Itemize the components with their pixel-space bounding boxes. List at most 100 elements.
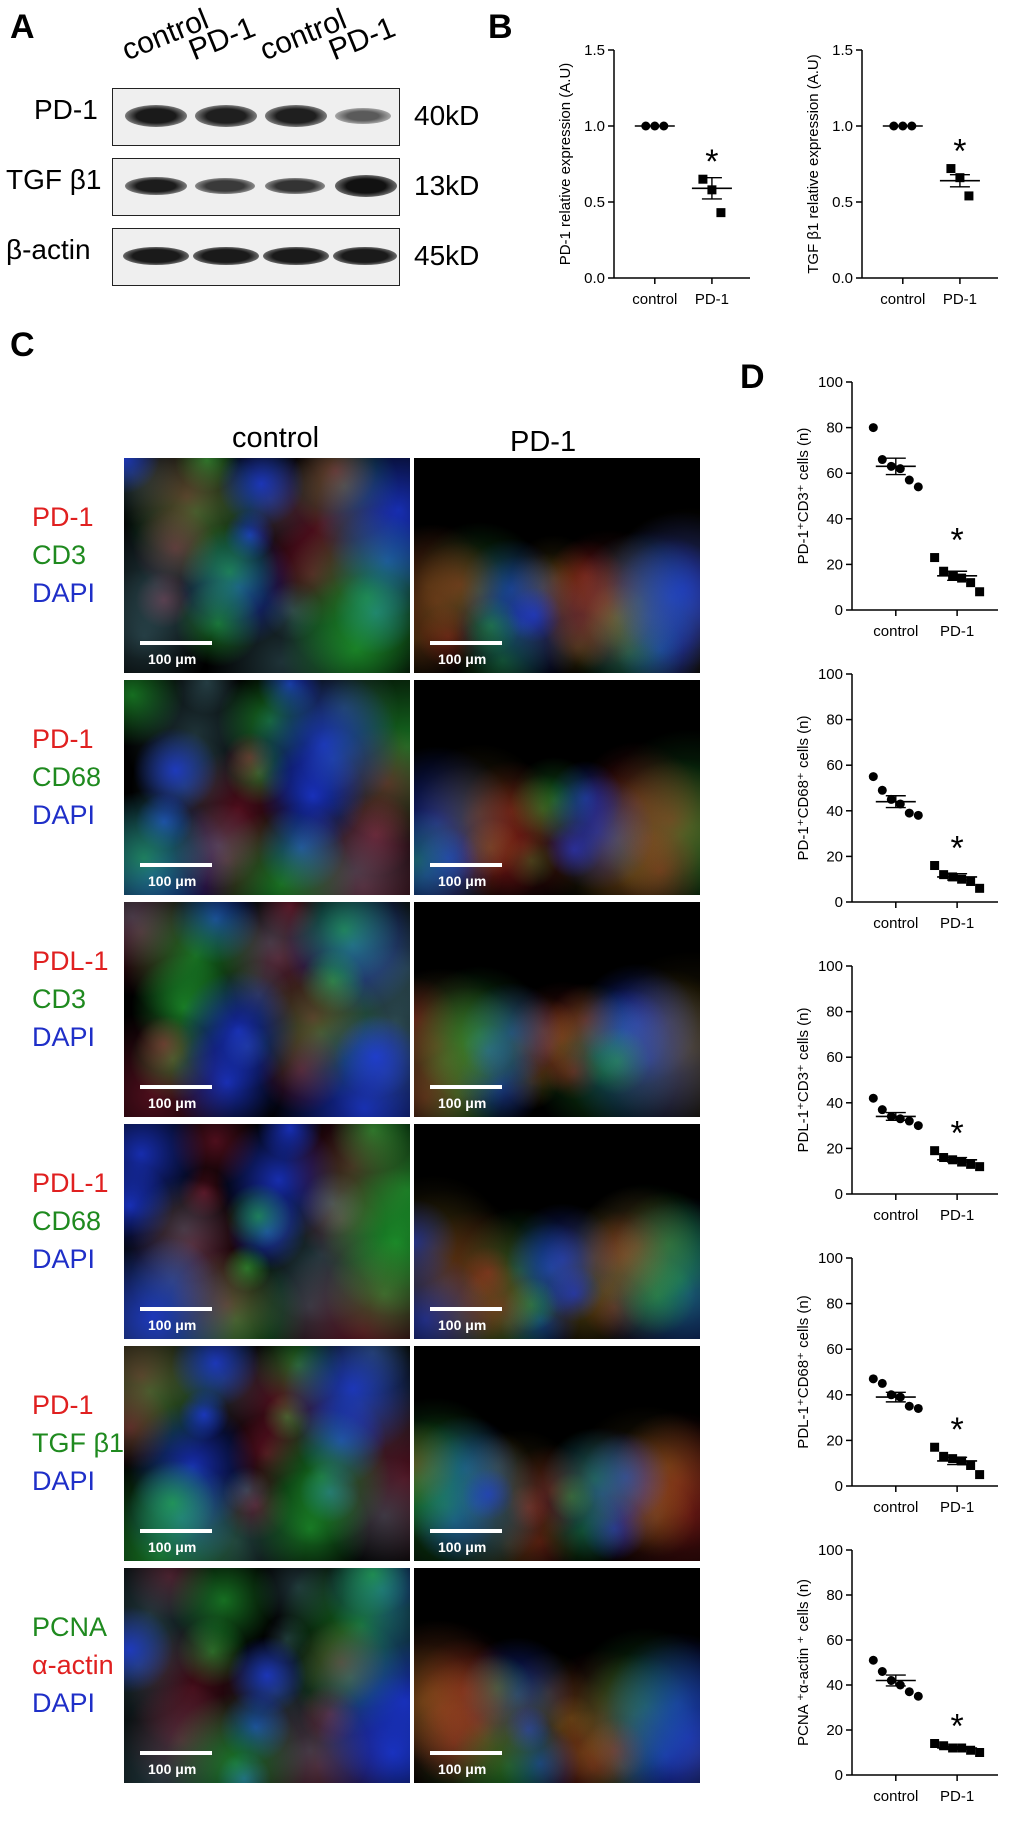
y-tick-label: 1.0 xyxy=(584,118,605,135)
y-axis-label: PD-1⁺CD68⁺ cells (n) xyxy=(795,715,812,860)
data-point xyxy=(913,1403,923,1413)
micrograph-control: 100 μm xyxy=(124,1346,410,1561)
x-tick-label: control xyxy=(873,623,918,640)
channel-label: DAPI xyxy=(32,1466,96,1496)
blot-strip-pd1 xyxy=(112,88,400,146)
data-point xyxy=(975,1470,985,1480)
data-point xyxy=(913,810,923,820)
micrograph-control: 100 μm xyxy=(124,458,410,673)
y-tick-label: 60 xyxy=(826,1632,843,1649)
data-point xyxy=(939,1153,949,1163)
blot-strip-beta-actin xyxy=(112,228,400,286)
micrograph-pd1: 100 μm xyxy=(414,1346,700,1561)
significance-star: * xyxy=(951,1708,964,1746)
channel-label: DAPI xyxy=(32,578,96,608)
y-tick-label: 1.5 xyxy=(584,42,605,59)
data-point xyxy=(964,191,974,201)
channel-label: DAPI xyxy=(32,1688,96,1718)
chart-pd1-cd68-cells: 0 20 40 60 80 100 PD-1⁺CD68⁺ cells (n) control P… xyxy=(795,666,998,932)
data-point xyxy=(913,1121,923,1131)
scale-bar xyxy=(140,641,212,645)
channel-label: CD68 xyxy=(32,762,102,792)
y-tick-label: 100 xyxy=(818,1250,843,1267)
data-point xyxy=(966,1460,976,1470)
micrograph-control: 100 μm xyxy=(124,680,410,895)
scale-bar-label: 100 μm xyxy=(438,651,487,667)
y-axis-label: PD-1 relative expression (A.U) xyxy=(557,63,574,266)
y-tick-label: 0 xyxy=(835,1478,843,1495)
x-tick-label: PD-1 xyxy=(943,291,977,308)
data-point xyxy=(904,1401,914,1411)
x-tick-label: control xyxy=(873,1499,918,1516)
channel-label: DAPI xyxy=(32,1022,96,1052)
micrograph-control: 100 μm xyxy=(124,902,410,1117)
data-point xyxy=(877,1378,887,1388)
data-point xyxy=(966,876,976,886)
data-point xyxy=(946,164,956,174)
data-point xyxy=(913,1691,923,1701)
channel-label: CD3 xyxy=(32,540,87,570)
micrograph-pd1: 100 μm xyxy=(414,1568,700,1783)
y-tick-label: 80 xyxy=(826,712,843,729)
y-tick-label: 100 xyxy=(818,1542,843,1559)
scale-bar-label: 100 μm xyxy=(148,1317,197,1333)
data-point xyxy=(868,1655,878,1665)
column-title-control: control xyxy=(232,422,320,454)
x-tick-label: PD-1 xyxy=(940,1788,974,1805)
x-tick-label: control xyxy=(873,1207,918,1224)
data-point xyxy=(930,861,940,871)
y-axis-label: PCNA ⁺α-actin ⁺ cells (n) xyxy=(795,1579,812,1746)
channel-label: DAPI xyxy=(32,800,96,830)
x-tick-label: PD-1 xyxy=(695,291,729,308)
data-point xyxy=(939,566,949,576)
channel-label: PDL-1 xyxy=(32,946,109,976)
y-axis-label: TGF β1 relative expression (A.U) xyxy=(805,54,822,274)
channel-labels: PD-1 CD3 DAPI xyxy=(32,498,95,612)
y-tick-label: 20 xyxy=(826,1722,843,1739)
channel-labels: PD-1 TGF β1 DAPI xyxy=(32,1386,124,1500)
data-point xyxy=(939,1451,949,1461)
scale-bar-label: 100 μm xyxy=(438,1317,487,1333)
blot-size-label: 13kD xyxy=(414,170,480,201)
data-point xyxy=(957,573,967,583)
blot-size-label: 45kD xyxy=(414,240,480,271)
y-tick-label: 1.5 xyxy=(832,42,853,59)
data-point xyxy=(868,772,878,782)
scale-bar xyxy=(430,863,502,867)
micrograph-control: 100 μm xyxy=(124,1124,410,1339)
significance-star: * xyxy=(951,522,964,560)
significance-star: * xyxy=(951,1115,964,1153)
y-axis-label: PDL-1⁺CD3⁺ cells (n) xyxy=(795,1007,812,1152)
data-point xyxy=(877,1667,887,1676)
y-tick-label: 0.0 xyxy=(832,270,853,287)
scale-bar xyxy=(140,1085,212,1089)
data-point xyxy=(895,1114,905,1124)
data-point xyxy=(904,1687,914,1697)
data-point xyxy=(948,1454,958,1464)
scale-bar-label: 100 μm xyxy=(148,1095,197,1111)
y-tick-label: 60 xyxy=(826,465,843,482)
chart-pcna-actin-cells: 0 20 40 60 80 100 PCNA ⁺α-actin ⁺ cells (n) con… xyxy=(795,1542,998,1805)
channel-label: CD3 xyxy=(32,984,87,1014)
scale-bar-label: 100 μm xyxy=(438,1761,487,1777)
scale-bar-label: 100 μm xyxy=(148,1539,197,1555)
channel-labels: PD-1 CD68 DAPI xyxy=(32,720,101,834)
channel-labels: PCNA α-actin DAPI xyxy=(32,1608,114,1722)
scale-bar xyxy=(140,1529,212,1533)
data-point xyxy=(904,475,914,485)
y-tick-label: 0.5 xyxy=(584,194,605,211)
channel-label: DAPI xyxy=(32,1244,96,1274)
y-tick-label: 60 xyxy=(826,1341,843,1358)
y-tick-label: 40 xyxy=(826,511,843,528)
scale-bar-label: 100 μm xyxy=(438,1539,487,1555)
y-tick-label: 20 xyxy=(826,1432,843,1449)
column-title-pd1: PD-1 xyxy=(510,426,577,458)
channel-label: TGF β1 xyxy=(32,1428,125,1458)
blot-row-label: PD-1 xyxy=(34,94,98,125)
data-point xyxy=(939,1741,949,1751)
data-point xyxy=(930,1739,940,1748)
y-tick-label: 60 xyxy=(826,757,843,774)
significance-star: * xyxy=(951,1411,964,1449)
channel-label: PCNA xyxy=(32,1612,108,1642)
scale-bar xyxy=(430,1529,502,1533)
